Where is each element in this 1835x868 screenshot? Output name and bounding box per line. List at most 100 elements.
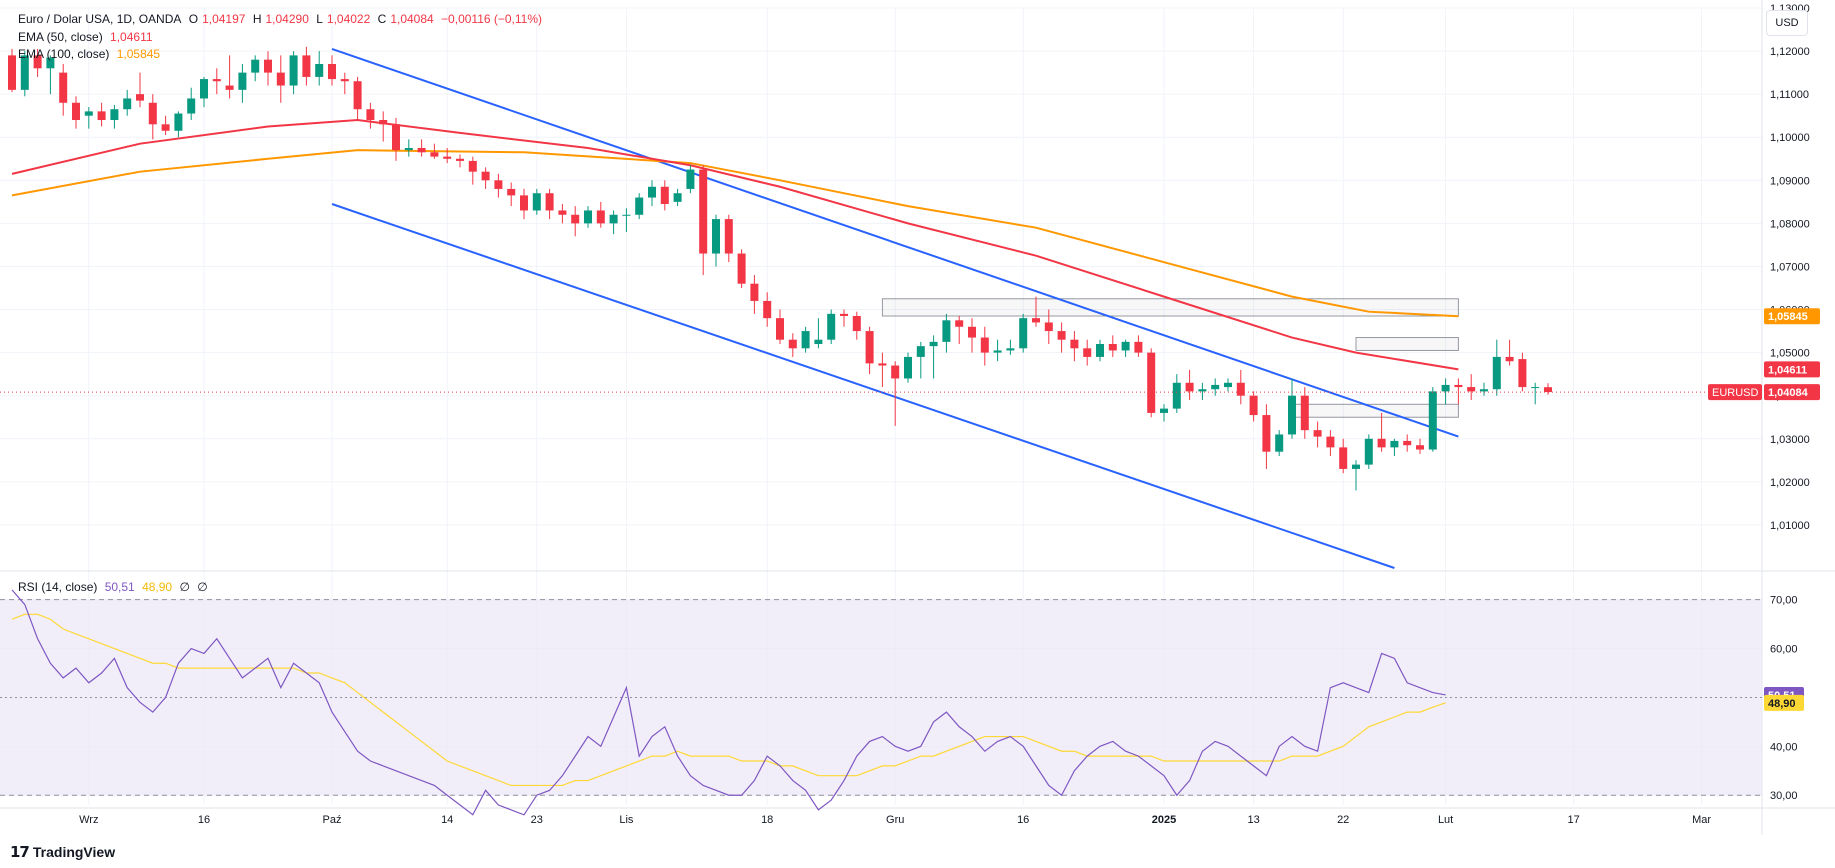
candle-body[interactable] (801, 331, 810, 349)
candle-body[interactable] (1057, 331, 1066, 340)
candle-body[interactable] (353, 81, 362, 110)
candle-body[interactable] (430, 152, 439, 157)
candle-body[interactable] (302, 55, 311, 77)
candle-body[interactable] (852, 316, 861, 332)
candle-body[interactable] (404, 148, 413, 151)
candle-body[interactable] (264, 59, 272, 73)
candle-body[interactable] (1339, 447, 1348, 469)
candle-body[interactable] (1518, 359, 1527, 388)
tradingview-brand[interactable]: 𝟭𝟳 TradingView (10, 843, 115, 861)
candle-body[interactable] (724, 219, 733, 254)
rsi-ma-line[interactable] (11, 613, 1446, 787)
rsi-legend[interactable]: RSI (14, close) 50,51 48,90 ∅ ∅ (18, 580, 212, 594)
candle-body[interactable] (1313, 430, 1322, 437)
candle-body[interactable] (571, 214, 580, 224)
candle-body[interactable] (110, 109, 119, 120)
candle-body[interactable] (1364, 438, 1373, 465)
candle-body[interactable] (289, 55, 298, 86)
candle-body[interactable] (788, 339, 797, 349)
candle-body[interactable] (558, 210, 567, 215)
candle-body[interactable] (993, 350, 1002, 353)
candle-body[interactable] (1198, 389, 1207, 392)
candle-body[interactable] (763, 300, 772, 319)
candle-body[interactable] (1288, 395, 1296, 435)
candle-body[interactable] (942, 320, 951, 342)
candle-body[interactable] (635, 197, 644, 215)
candle-body[interactable] (737, 253, 746, 284)
candle-body[interactable] (1121, 341, 1130, 351)
ema50-line[interactable] (11, 118, 1459, 371)
candle-body[interactable] (1134, 341, 1143, 353)
candle-body[interactable] (8, 55, 16, 90)
candle-body[interactable] (507, 188, 516, 196)
candle-body[interactable] (840, 313, 848, 316)
candle-body[interactable] (46, 57, 55, 69)
candle-body[interactable] (456, 158, 464, 161)
candle-body[interactable] (1428, 391, 1437, 450)
channel-upper-line[interactable] (331, 47, 1459, 438)
candle-body[interactable] (1032, 318, 1040, 323)
candle-body[interactable] (584, 210, 592, 224)
candle-body[interactable] (238, 72, 247, 90)
candle-body[interactable] (980, 337, 989, 353)
rsi-line[interactable] (11, 589, 1446, 816)
candle-body[interactable] (673, 193, 682, 202)
candle-body[interactable] (1544, 387, 1552, 393)
candle-body[interactable] (648, 186, 656, 198)
candle-body[interactable] (1236, 382, 1245, 396)
candle-body[interactable] (123, 98, 132, 110)
candle-body[interactable] (699, 169, 708, 254)
candle-body[interactable] (136, 94, 144, 101)
candle-body[interactable] (891, 365, 900, 379)
candle-body[interactable] (1467, 387, 1476, 392)
candle-body[interactable] (417, 148, 426, 153)
candle-body[interactable] (1070, 339, 1079, 349)
candle-body[interactable] (1172, 382, 1181, 409)
candle-body[interactable] (520, 195, 528, 211)
candle-body[interactable] (916, 346, 925, 357)
channel-lower-line[interactable] (331, 203, 1395, 569)
candle-body[interactable] (814, 339, 823, 344)
candle-body[interactable] (1377, 438, 1386, 448)
candle-body[interactable] (1352, 464, 1360, 469)
candle-body[interactable] (20, 55, 29, 90)
candle-body[interactable] (622, 214, 631, 216)
candle-body[interactable] (1326, 436, 1335, 448)
candle-body[interactable] (904, 356, 912, 379)
candle-body[interactable] (366, 109, 375, 120)
candle-body[interactable] (72, 102, 80, 120)
candle-body[interactable] (1275, 434, 1284, 452)
candle-body[interactable] (481, 171, 490, 181)
candle-body[interactable] (59, 72, 68, 103)
candle-body[interactable] (1006, 348, 1015, 351)
candle-body[interactable] (1224, 382, 1232, 388)
candle-body[interactable] (174, 113, 183, 131)
candle-body[interactable] (161, 124, 170, 131)
ema50-legend[interactable]: EMA (50, close) 1,04611 (18, 30, 157, 44)
candle-body[interactable] (1083, 348, 1092, 357)
zone-rectangle[interactable] (881, 298, 1459, 317)
candle-body[interactable] (494, 180, 503, 189)
candle-body[interactable] (392, 124, 400, 151)
candle-body[interactable] (1454, 384, 1463, 388)
symbol-title[interactable]: Euro / Dolar USA, 1D, OANDA (18, 12, 182, 26)
candle-body[interactable] (1390, 440, 1399, 448)
candle-body[interactable] (84, 111, 93, 116)
candle-body[interactable] (468, 160, 477, 172)
candle-body[interactable] (1147, 352, 1156, 413)
candle-body[interactable] (1108, 344, 1117, 351)
candle-body[interactable] (315, 64, 324, 77)
candle-body[interactable] (1096, 344, 1104, 357)
candle-body[interactable] (200, 79, 208, 99)
candle-body[interactable] (1019, 318, 1028, 349)
candle-body[interactable] (776, 318, 784, 340)
currency-button[interactable]: USD (1766, 10, 1808, 36)
candle-body[interactable] (1262, 415, 1271, 452)
candle-body[interactable] (187, 98, 196, 114)
candle-body[interactable] (750, 283, 759, 301)
ema100-legend[interactable]: EMA (100, close) 1,05845 (18, 47, 164, 61)
candle-body[interactable] (251, 59, 260, 73)
candle-body[interactable] (1480, 389, 1488, 392)
candle-body[interactable] (33, 55, 42, 69)
